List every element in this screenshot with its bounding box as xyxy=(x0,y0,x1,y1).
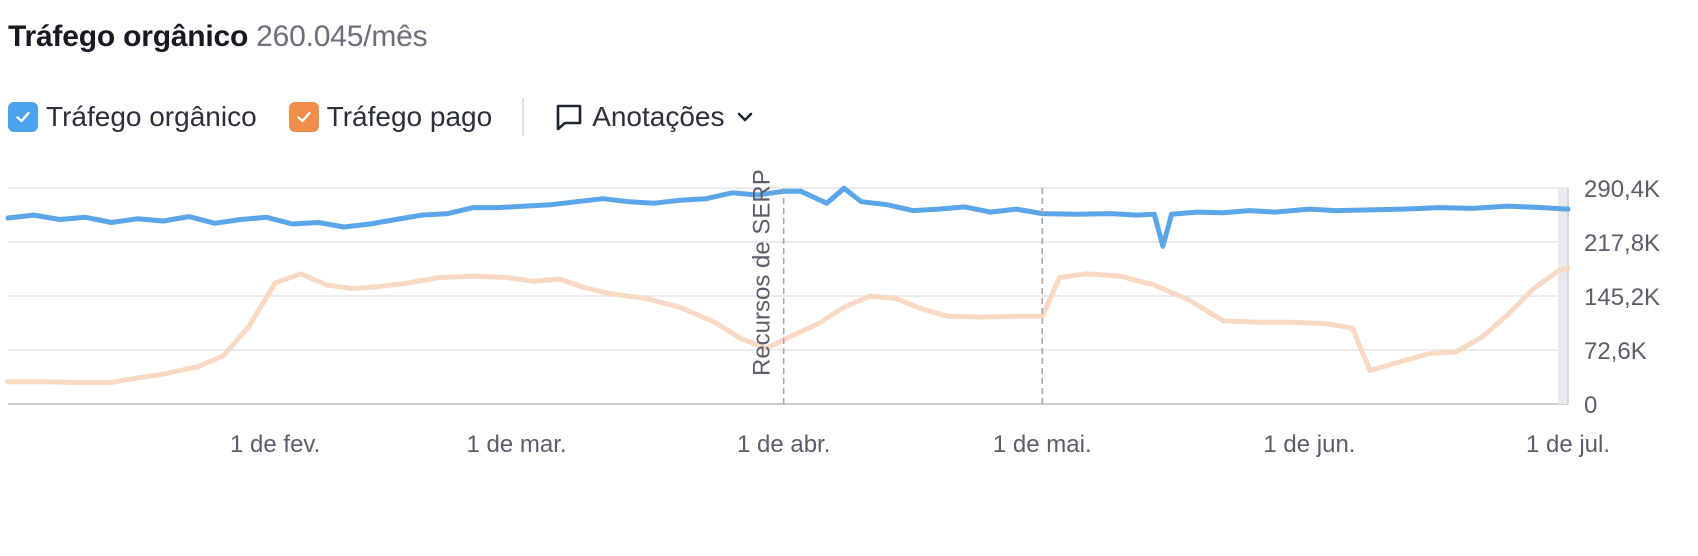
right-edge-bar xyxy=(1558,188,1568,404)
chart-header: Tráfego orgânico 260.045/mês xyxy=(8,20,428,54)
x-tick-label: 1 de mai. xyxy=(993,431,1092,458)
paid-traffic-checkbox[interactable]: Tráfego pago xyxy=(288,101,493,133)
series-line xyxy=(5,266,1571,385)
x-tick-label: 1 de jun. xyxy=(1263,431,1355,458)
x-tick-label: 1 de mar. xyxy=(466,431,566,458)
chevron-down-icon xyxy=(735,107,755,127)
annotations-dropdown[interactable]: Anotações xyxy=(554,101,754,133)
series-line xyxy=(5,185,1571,249)
y-tick-label: 145,2K xyxy=(1584,284,1660,311)
organic-traffic-label: Tráfego orgânico xyxy=(46,101,257,132)
paid-traffic-label: Tráfego pago xyxy=(326,101,493,132)
y-tick-label: 72,6K xyxy=(1584,338,1647,365)
annotations-label: Anotações xyxy=(592,101,725,132)
x-tick-label: 1 de fev. xyxy=(230,431,320,458)
legend-controls: Tráfego orgânico Tráfego pago Anotações xyxy=(8,98,755,136)
checkmark-icon xyxy=(288,102,319,132)
monthly-traffic-value: 260.045/mês xyxy=(256,20,428,53)
annotation-label: Recursos de SERP xyxy=(749,169,776,376)
x-tick-label: 1 de abr. xyxy=(737,431,830,458)
checkmark-icon xyxy=(8,102,38,132)
comment-icon xyxy=(554,102,584,132)
y-tick-label: 0 xyxy=(1584,392,1597,419)
chart-title: Tráfego orgânico xyxy=(8,20,249,53)
traffic-line-chart: Recursos de SERP 290,4K 217,8K 145,2K 72,6K… xyxy=(5,169,1660,458)
divider xyxy=(522,98,525,136)
x-tick-label: 1 de jul. xyxy=(1526,431,1610,458)
organic-traffic-checkbox[interactable]: Tráfego orgânico xyxy=(8,101,257,133)
y-tick-label: 290,4K xyxy=(1584,176,1660,203)
y-tick-label: 217,8K xyxy=(1584,230,1660,257)
